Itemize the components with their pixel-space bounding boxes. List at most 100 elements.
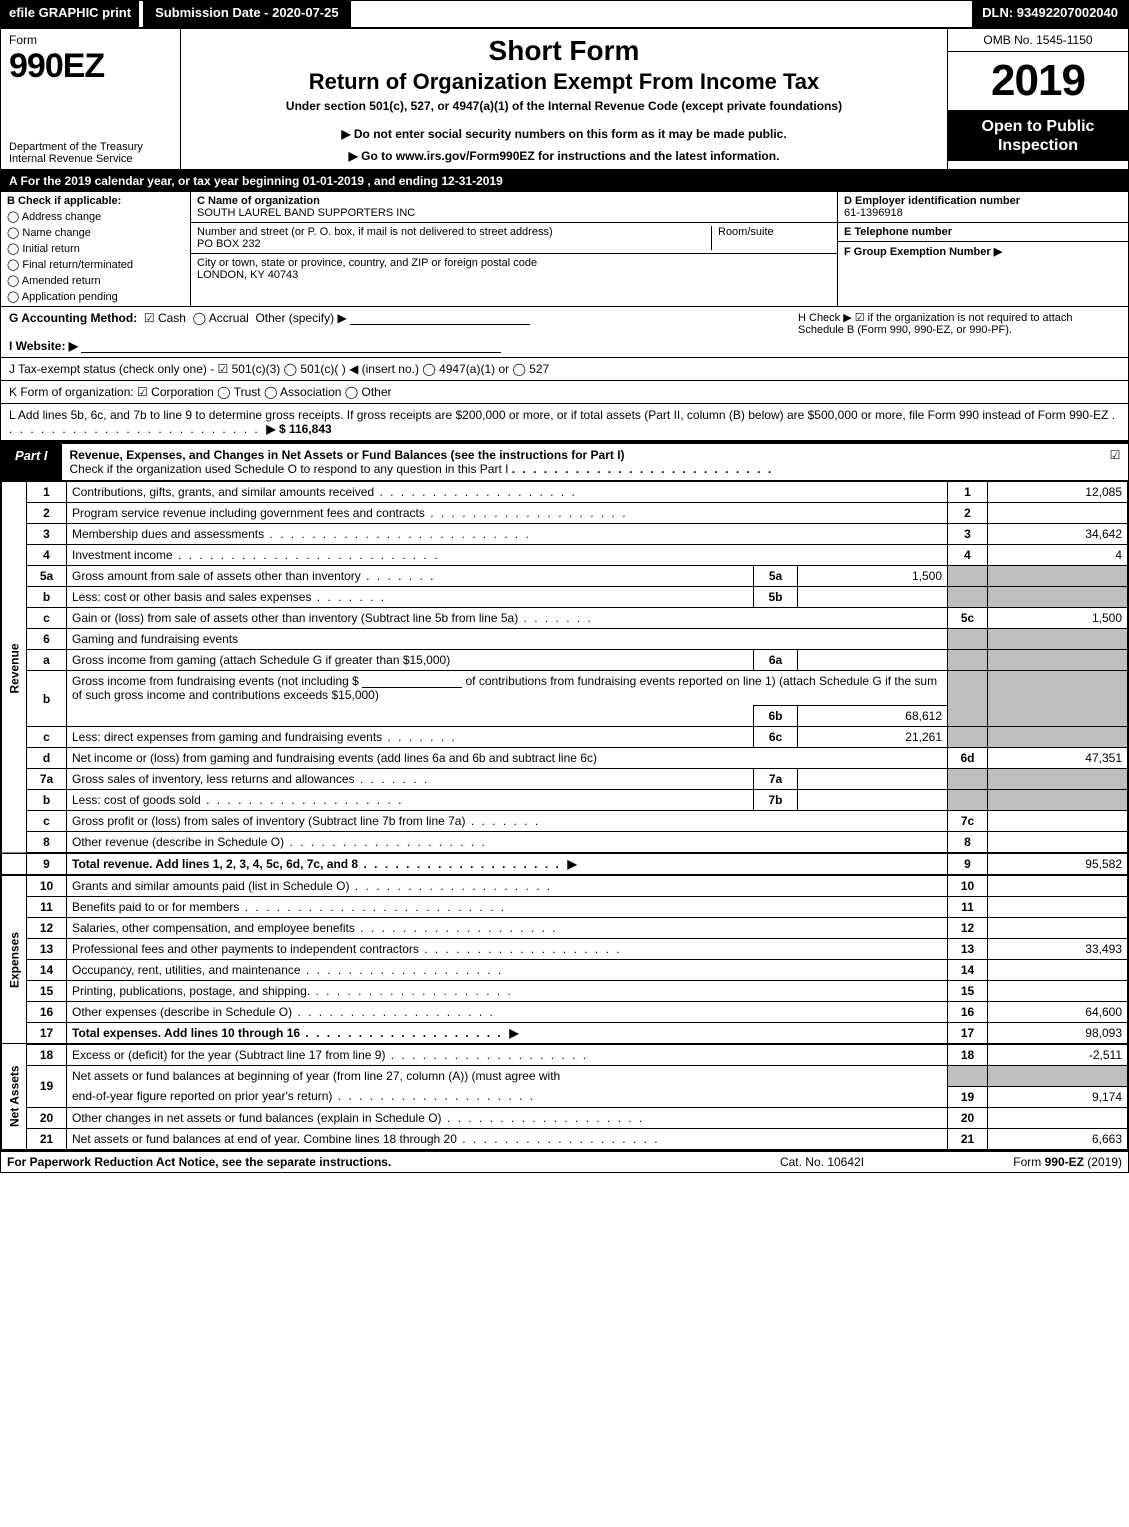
ln8-desc: Other revenue (describe in Schedule O): [67, 832, 948, 854]
ein-label: D Employer identification number: [844, 195, 1020, 207]
chk-amended-return-label: Amended return: [22, 275, 101, 287]
ln21-amt: 6,663: [988, 1128, 1128, 1149]
form-page: efile GRAPHIC print Submission Date - 20…: [0, 0, 1129, 1173]
ln14-desc: Occupancy, rent, utilities, and maintena…: [67, 960, 948, 981]
ln1-amt: 12,085: [988, 482, 1128, 503]
ln1-ln: 1: [948, 482, 988, 503]
ln6b-blank[interactable]: [362, 676, 462, 688]
chk-app-pending[interactable]: ◯ Application pending: [7, 290, 184, 303]
ln18-num: 18: [27, 1044, 67, 1066]
accounting-cash[interactable]: Cash: [158, 311, 186, 325]
form-word: Form: [9, 33, 172, 47]
ln11-amt: [988, 897, 1128, 918]
ln5c-ln: 5c: [948, 608, 988, 629]
ln3-amt: 34,642: [988, 524, 1128, 545]
chk-address-change[interactable]: ◯ Address change: [7, 210, 184, 223]
part1-header: Part I Revenue, Expenses, and Changes in…: [1, 442, 1128, 481]
ln5a-ln-shade: [948, 566, 988, 587]
chk-name-change-label: Name change: [22, 227, 91, 239]
chk-name-change[interactable]: ◯ Name change: [7, 226, 184, 239]
col-d-right: D Employer identification number 61-1396…: [838, 192, 1128, 306]
accounting-other-blank[interactable]: [350, 313, 530, 325]
ln1-desc: Contributions, gifts, grants, and simila…: [67, 482, 948, 503]
header-left: Form 990EZ Department of the Treasury In…: [1, 29, 181, 169]
ln6b-ln-shade: [948, 671, 988, 727]
ln7b-sublbl: 7b: [754, 790, 798, 811]
ln20-num: 20: [27, 1107, 67, 1128]
ledger-table: Revenue 1 Contributions, gifts, grants, …: [1, 481, 1128, 1150]
ln4-ln: 4: [948, 545, 988, 566]
ln6b-desc1: Gross income from fundraising events (no…: [67, 671, 948, 706]
efile-print-button[interactable]: efile GRAPHIC print: [1, 1, 139, 27]
ln11-desc: Benefits paid to or for members: [67, 897, 948, 918]
omb-number: OMB No. 1545-1150: [948, 29, 1128, 52]
accounting-accrual[interactable]: Accrual: [209, 311, 249, 325]
ln8-num: 8: [27, 832, 67, 854]
ln4-amt: 4: [988, 545, 1128, 566]
ln6a-ln-shade: [948, 650, 988, 671]
ln7a-amt-shade: [988, 769, 1128, 790]
ln7b-num: b: [27, 790, 67, 811]
do-not-enter: ▶ Do not enter social security numbers o…: [191, 127, 937, 141]
part1-sub: Check if the organization used Schedule …: [70, 462, 509, 476]
go-to-link[interactable]: ▶ Go to www.irs.gov/Form990EZ for instru…: [191, 149, 937, 163]
ln6b-num: b: [27, 671, 67, 727]
part1-tab: Part I: [1, 444, 62, 480]
ln6-num: 6: [27, 629, 67, 650]
form-of-org: K Form of organization: ☑ Corporation ◯ …: [9, 385, 1120, 399]
part1-schedule-o-check[interactable]: ☑: [1102, 444, 1128, 480]
ln8-ln: 8: [948, 832, 988, 854]
ln6b-sublbl: 6b: [754, 706, 798, 727]
website-blank[interactable]: [81, 341, 501, 353]
part1-title: Revenue, Expenses, and Changes in Net As…: [62, 444, 1102, 480]
ln19-ln: 19: [948, 1086, 988, 1107]
ln13-amt: 33,493: [988, 939, 1128, 960]
submission-date: Submission Date - 2020-07-25: [143, 1, 351, 27]
row-l-amount: ▶ $ 116,843: [266, 422, 331, 436]
ln6c-desc: Less: direct expenses from gaming and fu…: [67, 727, 754, 748]
ln15-desc: Printing, publications, postage, and shi…: [67, 981, 948, 1002]
ln17-amt: 98,093: [988, 1023, 1128, 1045]
ln6c-subval: 21,261: [798, 727, 948, 748]
ln7c-desc: Gross profit or (loss) from sales of inv…: [67, 811, 948, 832]
ln19-desc2: end-of-year figure reported on prior yea…: [67, 1086, 948, 1107]
ln8-amt: [988, 832, 1128, 854]
org-name: SOUTH LAUREL BAND SUPPORTERS INC: [197, 207, 415, 219]
ln6b-d1: Gross income from fundraising events (no…: [72, 674, 359, 688]
ln19-amt-shade: [988, 1066, 1128, 1087]
ln7b-subval: [798, 790, 948, 811]
ln16-num: 16: [27, 1002, 67, 1023]
website-label: I Website: ▶: [9, 339, 78, 353]
accounting-other[interactable]: Other (specify) ▶: [255, 311, 346, 325]
section-expenses-label: Expenses: [2, 875, 27, 1044]
footer-formref: Form 990-EZ (2019): [922, 1155, 1122, 1169]
part1-title-text: Revenue, Expenses, and Changes in Net As…: [70, 448, 625, 462]
addr-label: Number and street (or P. O. box, if mail…: [197, 226, 553, 238]
ein-value: 61-1396918: [844, 207, 903, 219]
org-city-cell: City or town, state or province, country…: [191, 254, 837, 284]
ln14-num: 14: [27, 960, 67, 981]
ln7a-subval: [798, 769, 948, 790]
ln7a-num: 7a: [27, 769, 67, 790]
ln5b-amt-shade: [988, 587, 1128, 608]
ln16-amt: 64,600: [988, 1002, 1128, 1023]
ein-cell: D Employer identification number 61-1396…: [838, 192, 1128, 223]
ln15-num: 15: [27, 981, 67, 1002]
rev-pad: [2, 853, 27, 875]
col-c-org: C Name of organization SOUTH LAUREL BAND…: [191, 192, 838, 306]
ln17-num: 17: [27, 1023, 67, 1045]
tax-year: 2019: [948, 52, 1128, 111]
ln13-desc: Professional fees and other payments to …: [67, 939, 948, 960]
ln7a-ln-shade: [948, 769, 988, 790]
chk-final-return[interactable]: ◯ Final return/terminated: [7, 258, 184, 271]
page-footer: For Paperwork Reduction Act Notice, see …: [1, 1150, 1128, 1172]
chk-initial-return[interactable]: ◯ Initial return: [7, 242, 184, 255]
chk-final-return-label: Final return/terminated: [22, 259, 133, 271]
chk-amended-return[interactable]: ◯ Amended return: [7, 274, 184, 287]
ln11-num: 11: [27, 897, 67, 918]
ln21-desc: Net assets or fund balances at end of ye…: [67, 1128, 948, 1149]
ln6-desc: Gaming and fundraising events: [67, 629, 948, 650]
footer-catno: Cat. No. 10642I: [722, 1155, 922, 1169]
ln14-ln: 14: [948, 960, 988, 981]
ln11-ln: 11: [948, 897, 988, 918]
